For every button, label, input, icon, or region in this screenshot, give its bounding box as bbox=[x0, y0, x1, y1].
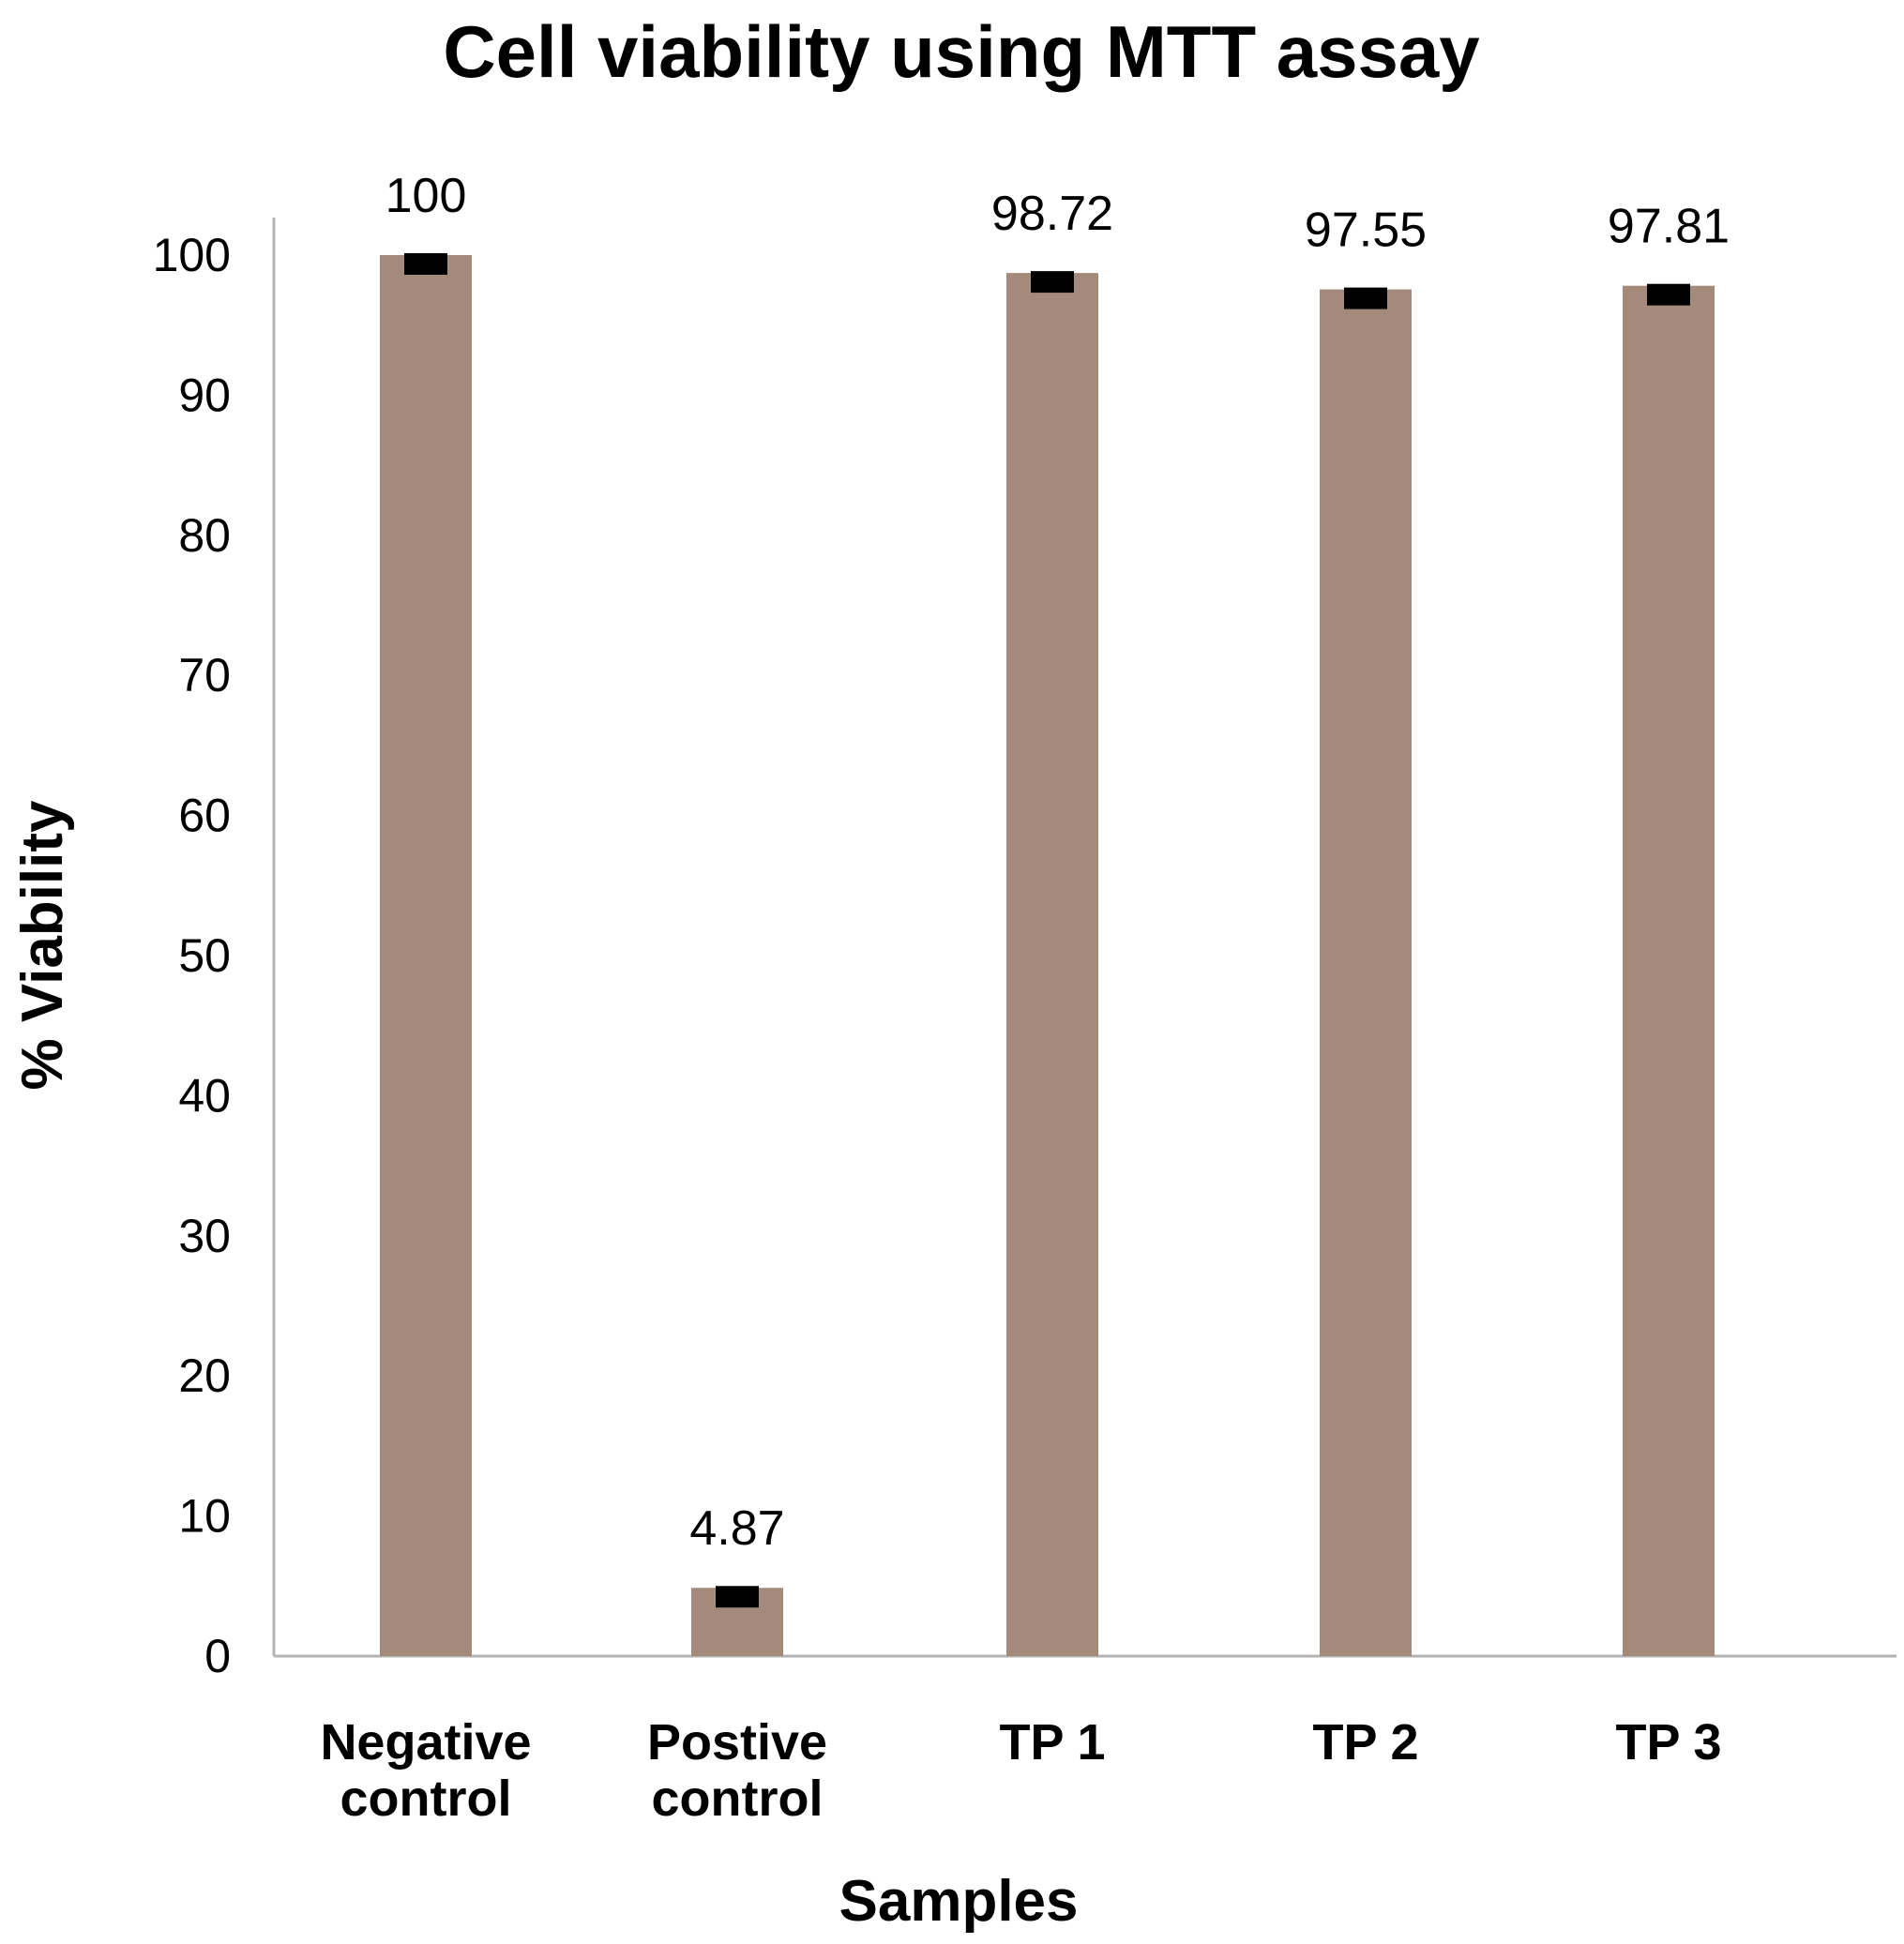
bar bbox=[1006, 273, 1098, 1657]
x-tick-label: TP 3 bbox=[1615, 1714, 1721, 1771]
bar bbox=[1623, 285, 1715, 1656]
data-label: 98.72 bbox=[991, 187, 1113, 241]
error-bar bbox=[1344, 287, 1387, 309]
x-tick-label: TP 2 bbox=[1312, 1714, 1418, 1771]
error-bar bbox=[1031, 271, 1074, 294]
data-labels: 100 4.87 98.72 97.55 97.81 bbox=[385, 169, 1730, 1556]
chart-title: Cell viability using MTT assay bbox=[443, 10, 1479, 93]
error-bars bbox=[404, 253, 1690, 1608]
data-label: 4.87 bbox=[689, 1501, 784, 1556]
y-tick-label: 100 bbox=[153, 229, 231, 281]
x-tick-label: Negative bbox=[320, 1714, 531, 1771]
y-tick-label: 20 bbox=[178, 1349, 231, 1402]
y-tick-label: 10 bbox=[178, 1490, 231, 1543]
data-label: 97.81 bbox=[1608, 200, 1730, 254]
y-tick-label: 80 bbox=[178, 509, 231, 562]
bar bbox=[1320, 289, 1412, 1656]
bar bbox=[380, 255, 472, 1656]
y-tick-label: 40 bbox=[178, 1069, 231, 1122]
y-tick-label: 60 bbox=[178, 790, 231, 842]
bars bbox=[380, 255, 1715, 1657]
y-tick-label: 50 bbox=[178, 929, 231, 982]
x-tick-label: TP 1 bbox=[999, 1714, 1105, 1771]
y-tick-label: 90 bbox=[178, 369, 231, 421]
x-tick-label: control bbox=[340, 1771, 512, 1827]
y-axis-label: % Viability bbox=[10, 800, 75, 1090]
x-axis-label: Samples bbox=[839, 1869, 1078, 1934]
y-axis: 0 10 20 30 40 50 60 70 80 90 100 bbox=[153, 218, 276, 1682]
data-label: 100 bbox=[385, 169, 467, 223]
data-label: 97.55 bbox=[1305, 203, 1427, 258]
error-bar bbox=[1647, 283, 1690, 306]
y-tick-label: 0 bbox=[204, 1630, 231, 1682]
error-bar bbox=[716, 1586, 759, 1608]
y-tick-label: 70 bbox=[178, 649, 231, 701]
error-bar bbox=[404, 253, 447, 275]
x-tick-label: Postive bbox=[647, 1714, 827, 1771]
y-tick-label: 30 bbox=[178, 1210, 231, 1262]
x-tick-label: control bbox=[652, 1771, 824, 1827]
